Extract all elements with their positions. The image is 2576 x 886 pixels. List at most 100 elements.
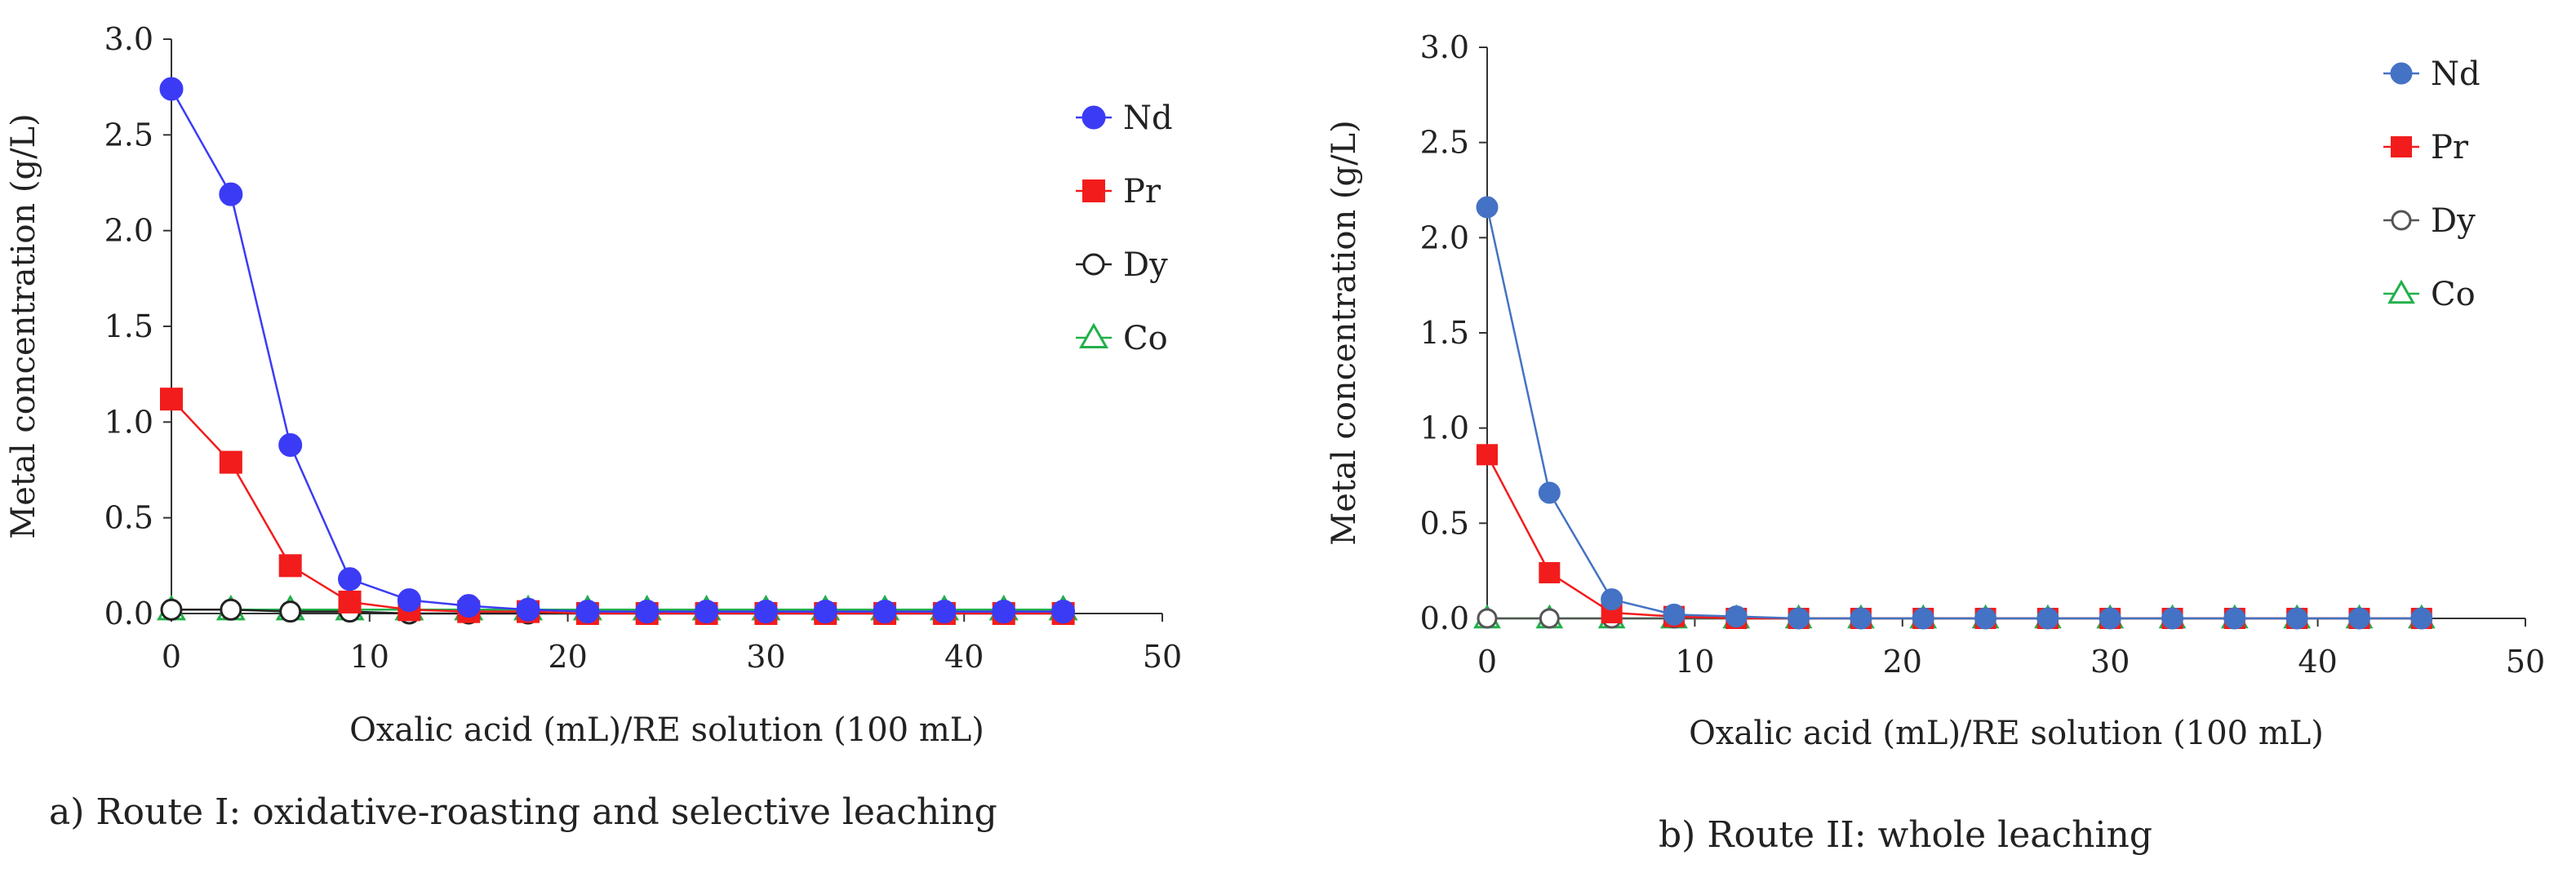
panel-a-legend-marker-pr xyxy=(1082,179,1105,202)
panel-a-x-tick-label: 30 xyxy=(746,639,785,675)
panel-a-x-tick-label: 10 xyxy=(350,639,389,675)
panel-b-legend-label-pr: Pr xyxy=(2431,129,2469,166)
panel-a-point-dy xyxy=(220,598,242,621)
panel-a-legend-label-nd: Nd xyxy=(1123,100,1173,137)
panel-a-legend: Nd Pr Dy Co xyxy=(1076,100,1173,357)
panel-a-point-pr xyxy=(338,590,362,614)
panel-a-legend-marker-dy xyxy=(1082,253,1105,276)
panel-b-y-axis-title: Metal concentration (g/L) xyxy=(1326,120,1363,545)
panel-b-point-nd xyxy=(2099,607,2121,630)
panel-a-point-pr xyxy=(278,554,302,578)
panel-a-y-tick-label: 0.5 xyxy=(104,500,153,536)
panel-a-legend-marker-co xyxy=(1079,322,1108,349)
panel-a-legend-label-dy: Dy xyxy=(1123,246,1168,284)
panel-b-point-nd xyxy=(1476,196,1499,219)
panel-a-x-tick-label: 20 xyxy=(548,639,587,675)
panel-a-legend-marker-nd xyxy=(1081,105,1106,130)
panel-a-point-nd xyxy=(278,432,303,457)
panel-b-legend-marker-pr xyxy=(2391,136,2412,157)
panel-a-point-nd xyxy=(873,600,897,624)
panel-b-chart: 0.0 0.5 1.0 1.5 2.0 2.5 3.0 0 10 20 30 40 50 Metal co… xyxy=(1326,29,2545,856)
panel-a-point-nd xyxy=(932,600,957,624)
panel-b-point-nd xyxy=(1850,607,1872,630)
panel-a-point-nd xyxy=(813,600,837,624)
panel-b-x-tick-label: 50 xyxy=(2506,644,2545,680)
panel-b-legend: Nd Pr Dy Co xyxy=(2383,55,2481,313)
panel-a-line-pr xyxy=(171,398,1064,615)
panel-b-x-tick-label: 20 xyxy=(1883,644,1922,680)
panel-a-legend-label-pr: Pr xyxy=(1123,173,1161,210)
panel-a-point-nd xyxy=(635,600,660,624)
panel-b-point-nd xyxy=(2161,607,2184,630)
panel-b-legend-label-nd: Nd xyxy=(2431,55,2481,93)
panel-b-y-tick-label: 0.0 xyxy=(1420,600,1469,636)
panel-b-point-nd xyxy=(2347,607,2370,630)
panel-b-point-nd xyxy=(2223,607,2246,630)
panel-b-point-nd xyxy=(1788,607,1810,630)
panel-b-x-tick-label: 30 xyxy=(2090,644,2130,680)
panel-a-point-nd xyxy=(456,594,481,618)
panel-b-x-tick-label: 10 xyxy=(1675,644,1714,680)
panel-b-y-tick-label: 1.5 xyxy=(1420,315,1469,351)
panel-a-point-dy xyxy=(279,600,302,623)
panel-b-point-nd xyxy=(2285,607,2308,630)
panel-a-point-nd xyxy=(397,588,421,613)
panel-a-x-tick-label: 0 xyxy=(162,639,181,675)
panel-a-series-pr xyxy=(160,388,1075,625)
panel-a-point-nd xyxy=(159,77,184,101)
panel-b-legend-label-co: Co xyxy=(2431,276,2476,313)
panel-a-point-nd xyxy=(1051,600,1076,624)
panel-a-x-tick-label: 40 xyxy=(944,639,984,675)
panel-b-line-pr xyxy=(1486,454,2422,620)
panel-a-point-nd xyxy=(338,567,362,591)
panel-b-y-tick-label: 2.0 xyxy=(1420,219,1469,255)
panel-a-y-axis-title: Metal concentration (g/L) xyxy=(5,113,42,538)
panel-a-y-tick-label: 1.5 xyxy=(104,308,153,344)
panel-a-point-dy xyxy=(160,598,183,621)
panel-b-y-tick-label: 3.0 xyxy=(1420,29,1469,65)
panel-a-line-nd xyxy=(170,88,1064,613)
panel-b-point-nd xyxy=(1538,481,1561,504)
panel-b-x-tick-label: 0 xyxy=(1477,644,1497,680)
panel-a-point-nd xyxy=(695,600,719,624)
panel-b-point-dy xyxy=(1539,608,1560,629)
panel-a-x-tick-label: 50 xyxy=(1143,639,1182,675)
panel-a-y-tick-label: 2.5 xyxy=(104,117,153,153)
panel-a-y-tick-label: 0.0 xyxy=(104,596,153,631)
panel-a-point-nd xyxy=(219,182,243,206)
panel-b-point-nd xyxy=(1725,605,1748,628)
panel-b-point-dy xyxy=(1477,608,1498,629)
panel-b-legend-marker-co xyxy=(2387,279,2415,304)
panel-a-series-nd xyxy=(159,77,1076,624)
panel-a-y-tick-label: 3.0 xyxy=(104,21,153,57)
panel-b-x-axis-title: Oxalic acid (mL)/RE solution (100 mL) xyxy=(1689,715,2324,752)
panel-b-point-pr xyxy=(1477,444,1498,466)
panel-b-point-nd xyxy=(1663,603,1686,626)
panel-b-point-pr xyxy=(1539,562,1561,583)
panel-b-y-tick-label: 2.5 xyxy=(1420,125,1469,161)
panel-a-y-tick-label: 2.0 xyxy=(104,213,153,249)
panel-b-caption: b) Route II: whole leaching xyxy=(1659,814,2152,856)
panel-a-point-nd xyxy=(516,597,540,622)
panel-b-y-tick-label: 0.5 xyxy=(1420,505,1469,541)
panel-b-point-nd xyxy=(2410,607,2433,630)
panel-b-series-nd xyxy=(1476,196,2433,630)
panel-a-y-tick-label: 1.0 xyxy=(104,404,153,440)
panel-b-point-nd xyxy=(1912,607,1934,630)
panel-b-legend-marker-dy xyxy=(2391,210,2412,231)
panel-b-x-tick-label: 40 xyxy=(2298,644,2337,680)
panel-b-point-nd xyxy=(2036,607,2059,630)
panel-a-chart: 0.0 0.5 1.0 1.5 2.0 2.5 3.0 0 10 20 30 40 50 Metal co… xyxy=(5,21,1182,833)
panel-b-line-nd xyxy=(1486,206,2422,620)
panel-a-point-pr xyxy=(219,450,242,474)
panel-a-legend-label-co: Co xyxy=(1123,320,1168,357)
panel-b-y-tick-label: 1.0 xyxy=(1420,410,1469,446)
panel-a-point-pr xyxy=(160,388,183,411)
panel-a-caption: a) Route I: oxidative-roasting and selec… xyxy=(49,791,997,833)
panel-a-point-nd xyxy=(575,600,600,624)
panel-a-x-axis-title: Oxalic acid (mL)/RE solution (100 mL) xyxy=(349,711,984,749)
panel-b-point-nd xyxy=(1974,607,1997,630)
panel-b-point-nd xyxy=(1601,588,1623,611)
panel-a-point-nd xyxy=(992,600,1016,624)
